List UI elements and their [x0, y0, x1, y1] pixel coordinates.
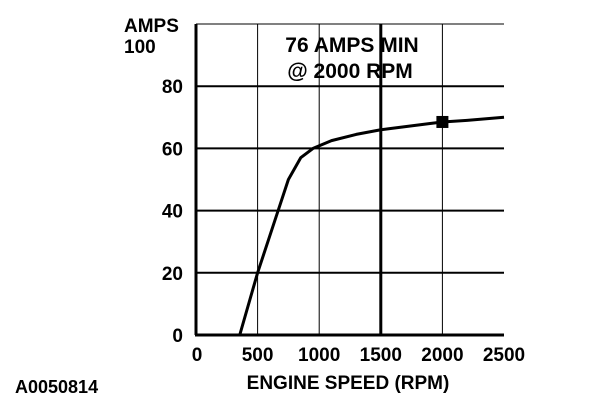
x-tick-label: 500 [242, 345, 274, 366]
x-tick-label: 0 [192, 345, 203, 366]
y-tick-label: 40 [162, 202, 183, 223]
annotation-line-2: @ 2000 RPM [287, 60, 413, 83]
y-tick-label: 0 [172, 326, 183, 347]
x-tick-label: 2500 [483, 345, 525, 366]
x-axis-label: ENGINE SPEED (RPM) [247, 373, 450, 394]
y-tick-label: 100 [124, 37, 156, 58]
x-tick-label: 2000 [421, 345, 463, 366]
y-axis-label: AMPS [124, 16, 179, 37]
x-tick-label: 1500 [360, 345, 402, 366]
y-tick-label: 80 [162, 77, 183, 98]
x-tick-label: 1000 [298, 345, 340, 366]
rated-output-marker [436, 115, 449, 128]
figure-id: A0050814 [15, 377, 98, 397]
y-tick-label: 60 [162, 139, 183, 160]
series-line [238, 115, 505, 336]
y-tick-label: 20 [162, 264, 183, 285]
annotation-line-1: 76 AMPS MIN [285, 34, 418, 57]
